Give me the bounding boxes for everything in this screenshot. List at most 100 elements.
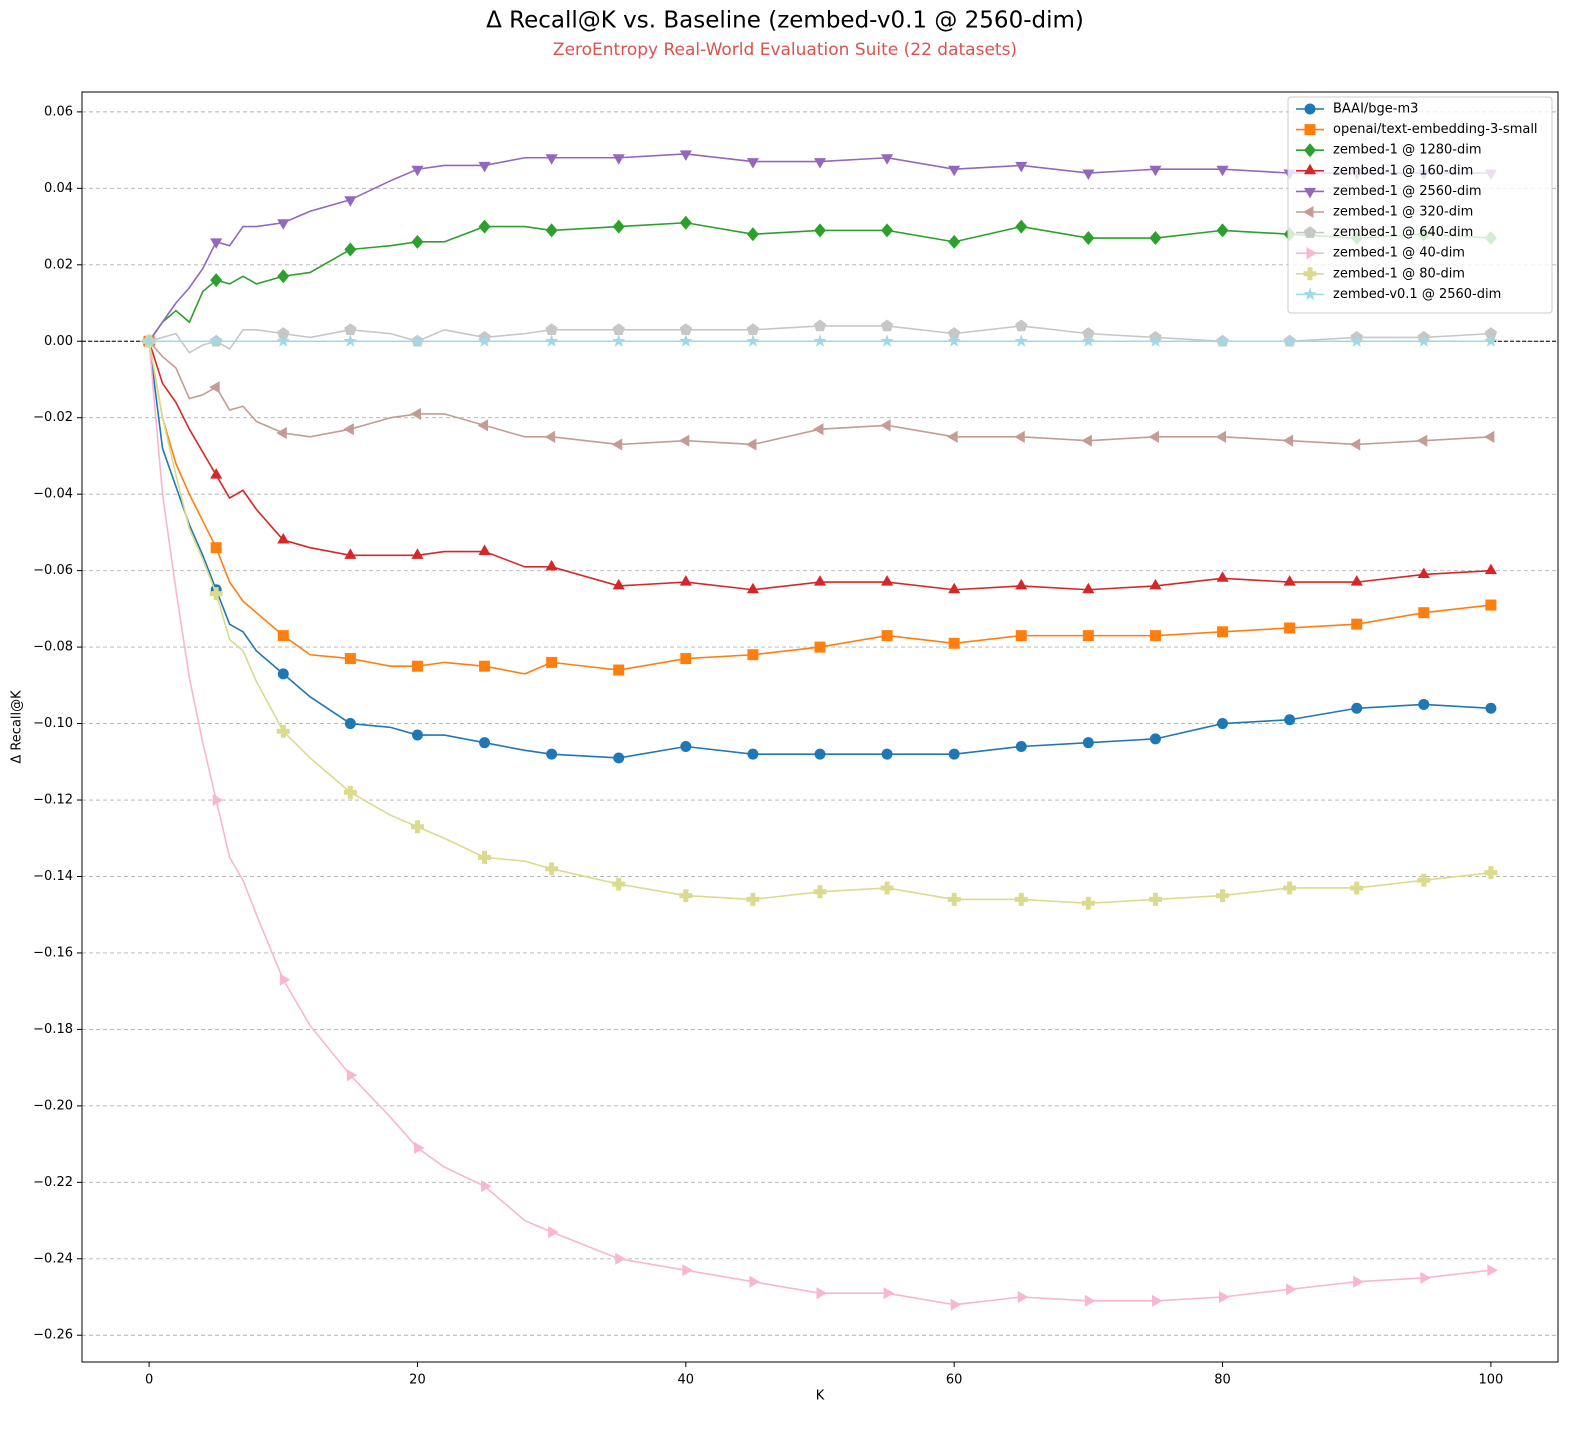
- legend: BAAI/bge-m3 openai/text-embedding-3-small…: [1287, 96, 1553, 314]
- marker: [1353, 1275, 1364, 1288]
- y-tick-label: −0.04: [33, 487, 73, 502]
- marker: [816, 1287, 827, 1300]
- marker: [344, 718, 356, 730]
- marker: [746, 323, 760, 336]
- marker: [1084, 1294, 1096, 1307]
- marker: [1484, 866, 1498, 880]
- marker: [1082, 630, 1094, 642]
- marker: [410, 407, 421, 420]
- marker: [1082, 327, 1095, 339]
- marker: [1484, 327, 1498, 339]
- marker: [210, 238, 223, 249]
- marker: [881, 154, 894, 165]
- marker: [1283, 575, 1296, 586]
- marker: [1015, 578, 1028, 590]
- y-tick-label: −0.12: [33, 793, 73, 808]
- y-tick-label: −0.06: [33, 563, 73, 578]
- marker: [411, 548, 424, 559]
- legend-marker: [1303, 163, 1317, 175]
- legend-label: zembed-1 @ 1280-dim: [1333, 143, 1482, 158]
- legend-marker: [1303, 226, 1317, 238]
- marker: [1081, 896, 1095, 910]
- x-tick-label: 100: [1478, 1373, 1503, 1388]
- marker: [947, 327, 961, 339]
- x-tick-label: 20: [409, 1373, 426, 1388]
- marker: [948, 748, 960, 760]
- marker: [1484, 334, 1498, 347]
- marker: [545, 154, 558, 165]
- marker: [679, 575, 692, 586]
- marker: [880, 419, 891, 432]
- marker: [746, 582, 759, 594]
- legend-label: zembed-1 @ 40-dim: [1333, 246, 1465, 261]
- marker: [477, 334, 492, 347]
- marker: [410, 820, 424, 834]
- marker: [411, 729, 423, 741]
- marker: [479, 660, 491, 672]
- marker: [615, 1252, 626, 1265]
- marker: [1284, 622, 1296, 634]
- marker: [1282, 434, 1294, 447]
- marker: [479, 737, 491, 749]
- marker: [679, 889, 693, 903]
- y-tick-label: −0.18: [33, 1022, 73, 1037]
- marker: [948, 165, 961, 177]
- marker: [277, 668, 289, 680]
- marker: [880, 334, 894, 347]
- legend-label: zembed-1 @ 320-dim: [1333, 205, 1473, 220]
- marker: [611, 438, 623, 451]
- marker: [1081, 434, 1092, 447]
- marker: [948, 637, 960, 649]
- marker: [277, 269, 290, 284]
- marker: [813, 575, 827, 586]
- marker: [1418, 698, 1430, 710]
- marker: [746, 892, 760, 906]
- marker: [1015, 319, 1028, 332]
- marker: [947, 892, 961, 906]
- legend-label: zembed-1 @ 640-dim: [1333, 225, 1473, 240]
- marker: [746, 227, 759, 242]
- x-tick-label: 60: [946, 1373, 963, 1388]
- marker: [413, 1141, 425, 1154]
- legend-label: zembed-1 @ 2560-dim: [1333, 184, 1482, 199]
- marker: [343, 785, 357, 799]
- marker: [1416, 434, 1428, 447]
- y-tick-label: −0.26: [33, 1328, 73, 1343]
- marker: [813, 319, 827, 332]
- marker: [813, 885, 827, 899]
- y-tick-label: 0.06: [44, 104, 73, 119]
- marker: [343, 334, 358, 347]
- marker: [477, 419, 489, 432]
- marker: [1015, 219, 1028, 234]
- marker: [209, 334, 223, 347]
- marker: [344, 242, 357, 257]
- marker: [276, 724, 290, 738]
- legend-marker: [1303, 205, 1314, 219]
- marker: [881, 630, 893, 642]
- x-tick-label: 40: [678, 1373, 695, 1388]
- marker: [210, 468, 223, 479]
- marker: [209, 381, 220, 394]
- marker: [546, 748, 558, 760]
- marker: [679, 150, 692, 161]
- marker: [1014, 892, 1028, 906]
- legend-marker: [1304, 103, 1316, 115]
- marker: [950, 1298, 962, 1311]
- marker: [1082, 737, 1094, 749]
- marker: [1082, 169, 1095, 181]
- series-line: [148, 341, 1492, 1306]
- marker: [277, 219, 290, 230]
- legend-marker: [1303, 267, 1317, 281]
- marker: [1015, 740, 1027, 752]
- marker: [344, 323, 357, 336]
- y-axis-label: Δ Recall@K: [10, 690, 25, 764]
- marker: [1014, 334, 1028, 347]
- marker: [478, 219, 491, 234]
- marker: [1015, 161, 1028, 173]
- chart-title: Δ Recall@K vs. Baseline (zembed-v0.1 @ 2…: [486, 8, 1084, 34]
- marker: [613, 664, 625, 676]
- marker: [1350, 575, 1363, 586]
- marker: [1216, 165, 1229, 177]
- marker: [1420, 1271, 1431, 1284]
- marker: [1082, 231, 1095, 246]
